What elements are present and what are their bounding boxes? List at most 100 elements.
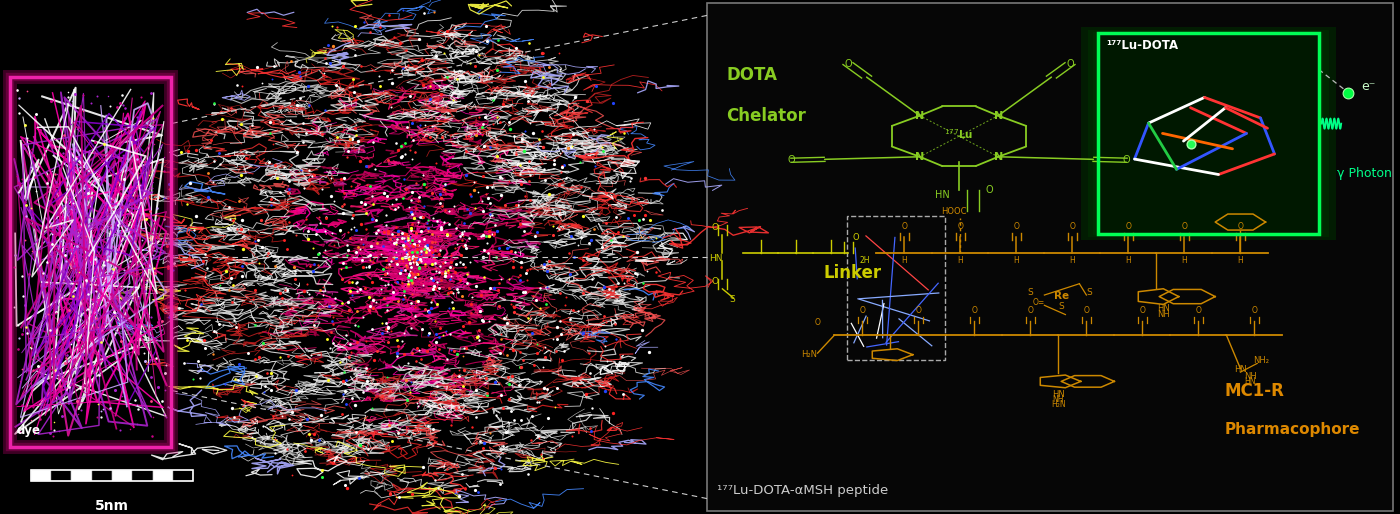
- Point: [630, 233, 652, 241]
- Point: [377, 327, 399, 335]
- Point: [42, 247, 64, 255]
- Point: [209, 160, 231, 169]
- Point: [402, 242, 424, 250]
- Point: [403, 257, 426, 265]
- Point: [347, 322, 370, 330]
- Text: $^{177}$Lu: $^{177}$Lu: [945, 127, 973, 140]
- Point: [112, 151, 134, 159]
- Point: [603, 319, 626, 327]
- Bar: [133, 470, 153, 481]
- Text: O: O: [1028, 305, 1033, 315]
- Point: [130, 169, 153, 177]
- Point: [378, 235, 400, 243]
- Text: O: O: [916, 305, 921, 315]
- Point: [498, 125, 521, 133]
- Point: [489, 204, 511, 212]
- Text: O: O: [787, 155, 795, 165]
- Point: [407, 258, 430, 266]
- Point: [388, 257, 410, 265]
- Point: [407, 270, 430, 279]
- Text: 5nm: 5nm: [95, 499, 129, 512]
- Point: [297, 167, 319, 175]
- Point: [393, 233, 416, 242]
- Point: [463, 204, 486, 212]
- Point: [431, 133, 454, 141]
- Point: [286, 149, 308, 157]
- Point: [608, 279, 630, 287]
- Point: [99, 290, 122, 298]
- Point: [52, 412, 74, 420]
- Point: [406, 255, 428, 263]
- Point: [423, 194, 445, 203]
- Point: [522, 361, 545, 370]
- Point: [302, 321, 325, 329]
- Point: [511, 135, 533, 143]
- Point: [203, 156, 225, 164]
- Text: HN: HN: [1051, 390, 1065, 399]
- Point: [192, 257, 214, 265]
- Point: [350, 62, 372, 70]
- Point: [372, 189, 395, 197]
- Point: [407, 274, 430, 282]
- Point: [385, 349, 407, 357]
- Point: [440, 231, 462, 240]
- Point: [510, 179, 532, 188]
- Point: [532, 73, 554, 81]
- Point: [50, 385, 73, 393]
- Point: [337, 305, 360, 314]
- Point: [316, 335, 339, 343]
- Point: [342, 135, 364, 143]
- Point: [119, 266, 141, 274]
- Point: [421, 425, 444, 433]
- Point: [232, 131, 255, 139]
- Point: [354, 284, 377, 292]
- Point: [382, 254, 405, 262]
- Point: [340, 182, 363, 190]
- Point: [301, 308, 323, 317]
- Point: [45, 250, 67, 258]
- Point: [489, 118, 511, 126]
- Point: [507, 273, 529, 281]
- Point: [333, 200, 356, 208]
- Point: [448, 258, 470, 266]
- Point: [377, 268, 399, 277]
- Point: [8, 428, 31, 436]
- Point: [346, 287, 368, 296]
- Point: [476, 391, 498, 399]
- Point: [479, 211, 501, 219]
- Point: [94, 319, 116, 327]
- Point: [279, 218, 301, 226]
- Point: [344, 95, 367, 103]
- Point: [440, 258, 462, 266]
- Point: [554, 301, 577, 309]
- Point: [221, 281, 244, 289]
- Point: [430, 194, 452, 202]
- Point: [217, 203, 239, 211]
- Point: [81, 380, 104, 389]
- Point: [497, 243, 519, 251]
- Point: [284, 267, 307, 275]
- Point: [381, 256, 403, 265]
- Point: [50, 237, 73, 245]
- Point: [263, 262, 286, 270]
- Point: [475, 374, 497, 382]
- Point: [381, 437, 403, 445]
- Point: [321, 317, 343, 325]
- Point: [15, 323, 38, 331]
- Point: [399, 388, 421, 396]
- Point: [421, 296, 444, 304]
- Point: [438, 304, 461, 312]
- Point: [644, 234, 666, 242]
- Point: [8, 334, 31, 342]
- Point: [392, 241, 414, 249]
- Point: [218, 215, 241, 223]
- Point: [602, 409, 624, 417]
- Point: [361, 325, 384, 333]
- Point: [438, 162, 461, 171]
- Point: [470, 131, 493, 139]
- Bar: [707, 3, 1393, 511]
- Point: [155, 413, 178, 421]
- Point: [344, 401, 367, 409]
- Point: [438, 284, 461, 292]
- Point: [321, 22, 343, 30]
